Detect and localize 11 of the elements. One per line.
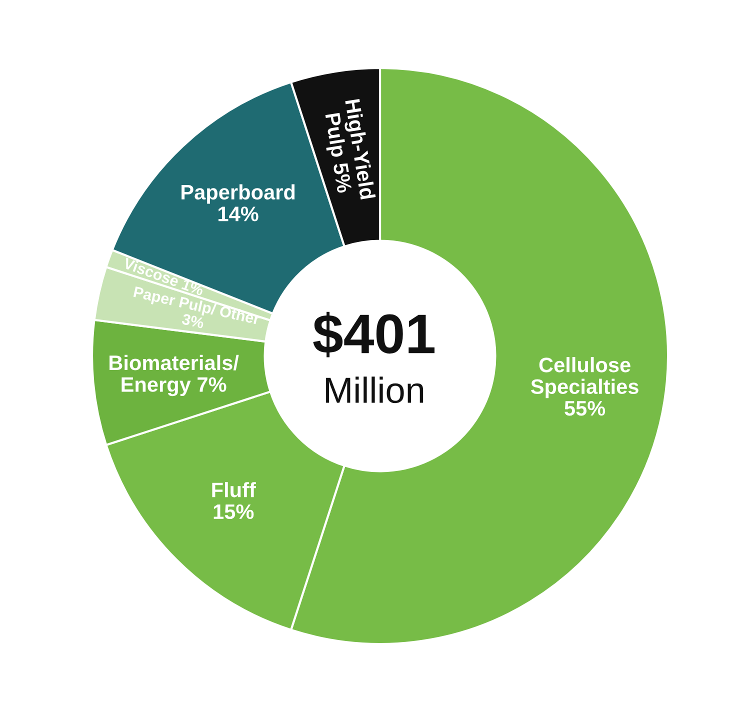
- slice-label: Fluff: [212, 482, 256, 498]
- text: $401: [313, 312, 434, 358]
- slice-label: Biomaterials/ Energy 7%: [110, 354, 239, 396]
- text: Million: [326, 376, 424, 404]
- slice-label: High-Yield Pulp 5%: [321, 98, 376, 200]
- data-label: 3%: [181, 313, 205, 329]
- data-label: 55%: [564, 401, 606, 416]
- slice-label: Cellulose Specialties: [530, 357, 638, 398]
- data-label: 15%: [214, 504, 254, 520]
- slice-label: Paperboard: [182, 184, 295, 204]
- data-label: 14%: [218, 206, 258, 222]
